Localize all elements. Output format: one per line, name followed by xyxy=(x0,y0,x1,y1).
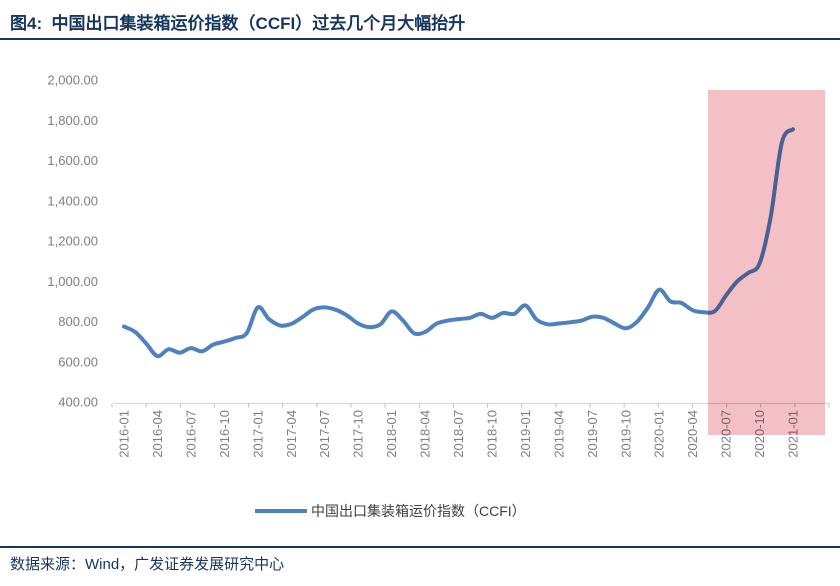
x-axis-tick-label: 2020-01 xyxy=(652,410,667,458)
x-axis-tick-label: 2018-07 xyxy=(451,410,466,458)
x-axis-tick-label: 2016-04 xyxy=(150,410,165,458)
y-axis-tick-label: 600.00 xyxy=(58,354,98,369)
y-axis-tick-label: 1,400.00 xyxy=(47,193,98,208)
y-axis-tick-label: 1,000.00 xyxy=(47,274,98,289)
y-axis-tick-label: 800.00 xyxy=(58,314,98,329)
data-source: 数据来源：Wind，广发证券发展研究中心 xyxy=(10,556,285,573)
title-divider xyxy=(0,38,840,40)
x-axis-tick-label: 2019-10 xyxy=(618,410,633,458)
legend-label: 中国出口集装箱运价指数（CCFI） xyxy=(311,503,526,519)
x-axis-tick-label: 2018-01 xyxy=(384,410,399,458)
x-axis-tick-label: 2019-04 xyxy=(551,410,566,458)
x-axis-tick-label: 2017-04 xyxy=(284,410,299,458)
x-axis-tick-label: 2016-10 xyxy=(217,410,232,458)
y-axis-tick-label: 2,000.00 xyxy=(47,73,98,88)
figure-title: 图4: 中国出口集装箱运价指数（CCFI）过去几个月大幅抬升 xyxy=(10,14,466,33)
legend: 中国出口集装箱运价指数（CCFI） xyxy=(255,503,526,519)
y-axis-tick-label: 400.00 xyxy=(58,395,98,410)
x-axis-tick-label: 2020-04 xyxy=(685,410,700,458)
y-axis-tick-label: 1,800.00 xyxy=(47,113,98,128)
x-axis-tick-label: 2017-01 xyxy=(250,410,265,458)
x-axis-tick-label: 2018-10 xyxy=(484,410,499,458)
x-axis-tick-label: 2017-07 xyxy=(317,410,332,458)
ccfi-line-chart: 中国出口集装箱运价指数（CCFI） 2,000.00 1,800.00 1,600.… xyxy=(47,73,830,519)
x-axis-tick-label: 2019-07 xyxy=(585,410,600,458)
recent-months-highlight-band xyxy=(708,90,825,435)
y-axis-tick-label: 1,200.00 xyxy=(47,234,98,249)
source-divider xyxy=(0,546,840,548)
x-axis-tick-label: 2018-04 xyxy=(418,410,433,458)
x-axis-tick-label: 2019-01 xyxy=(518,410,533,458)
x-axis-tick-label: 2016-07 xyxy=(183,410,198,458)
ccfi-series-line xyxy=(122,127,795,359)
x-axis-tick-label: 2016-01 xyxy=(117,410,132,458)
y-axis-tick-label: 1,600.00 xyxy=(47,153,98,168)
x-axis-tick-label: 2017-10 xyxy=(351,410,366,458)
